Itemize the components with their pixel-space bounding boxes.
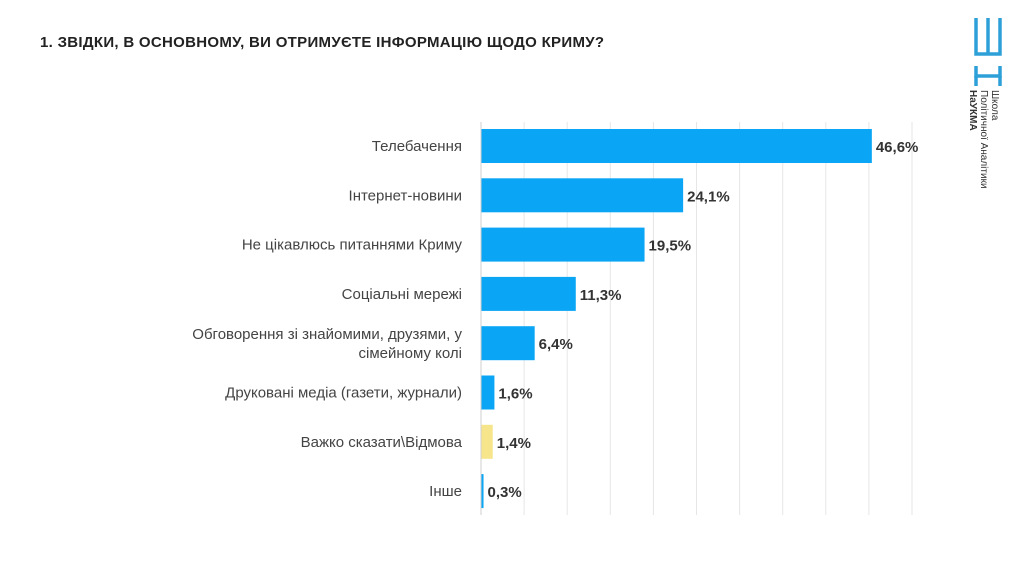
category-label: Друковані медіа (газети, журнали)	[225, 385, 462, 402]
category-label: Не цікавлюсь питаннями Криму	[242, 237, 463, 254]
category-label: Обговорення зі знайомими, друзями, у сіме…	[192, 326, 462, 362]
category-label: Телебачення	[372, 138, 462, 155]
category-label: Важко сказати\Відмова	[301, 434, 463, 451]
bar	[481, 276, 576, 311]
category-label: Соціальні мережі	[342, 286, 462, 303]
value-label: 6,4%	[539, 336, 573, 353]
value-label: 24,1%	[687, 188, 730, 205]
bar	[481, 326, 535, 361]
bar	[481, 178, 684, 213]
bar	[481, 129, 872, 163]
category-label: Інтернет-новини	[349, 187, 462, 204]
value-label: 46,6%	[876, 139, 919, 156]
bar	[481, 474, 484, 509]
value-label: 1,4%	[497, 435, 531, 452]
logo-icon	[974, 18, 1002, 86]
value-label: 19,5%	[649, 238, 692, 255]
bar	[481, 424, 493, 459]
category-label: Інше	[429, 483, 462, 500]
value-label: 1,6%	[498, 386, 532, 403]
bar	[481, 227, 645, 262]
chart-title: 1. ЗВІДКИ, В ОСНОВНОМУ, ВИ ОТРИМУЄТЕ ІНФ…	[40, 34, 605, 51]
value-label: 0,3%	[488, 484, 522, 501]
bar	[481, 375, 495, 410]
value-label: 11,3%	[580, 287, 622, 304]
